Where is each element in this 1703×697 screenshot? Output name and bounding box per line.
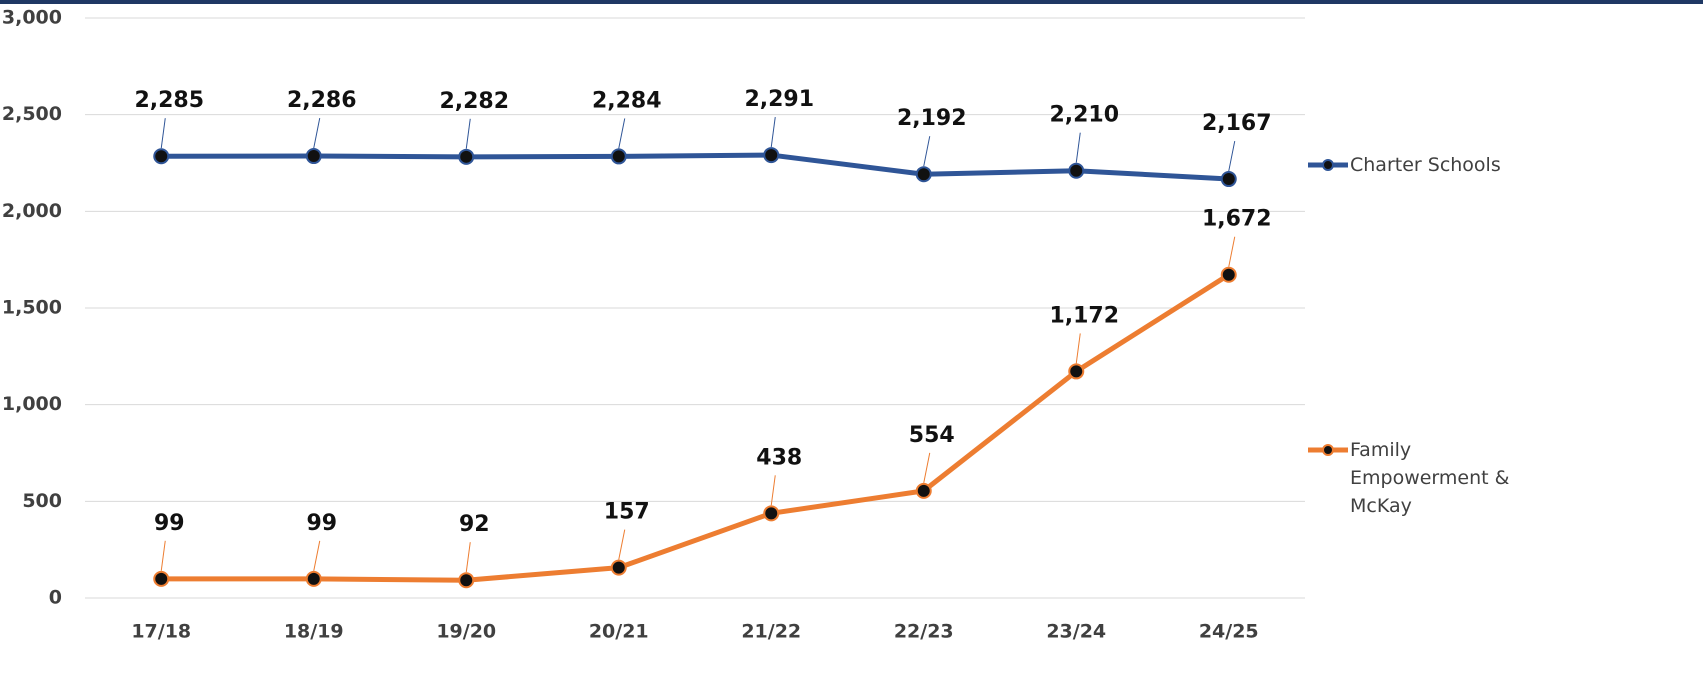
marker (1069, 164, 1083, 178)
data-label: 2,210 (1049, 103, 1119, 128)
chart: 0 500 1,000 1,500 2,000 2,500 3,000 17/18 18/19 1… (0, 0, 1703, 697)
legend-label: Charter Schools (1350, 151, 1550, 179)
legend-marker (1323, 160, 1333, 170)
marker (1222, 268, 1236, 282)
label-leader (924, 453, 930, 483)
label-leader (1229, 141, 1235, 171)
x-tick-label: 23/24 (1046, 621, 1106, 643)
marker (612, 561, 626, 575)
y-tick-label: 500 (22, 490, 62, 512)
page: 0 500 1,000 1,500 2,000 2,500 3,000 17/18 18/19 1… (0, 0, 1703, 697)
marker (1069, 364, 1083, 378)
data-label: 2,285 (134, 88, 204, 113)
data-label: 92 (459, 512, 490, 537)
label-leader (619, 530, 625, 560)
data-label: 554 (909, 423, 955, 448)
label-leader (314, 118, 320, 148)
x-tick-label: 19/20 (436, 621, 496, 643)
data-label: 2,286 (287, 88, 357, 113)
data-label: 99 (306, 511, 337, 536)
marker (917, 484, 931, 498)
label-leader (924, 136, 930, 166)
label-leader (161, 118, 165, 148)
label-leader (466, 119, 470, 149)
y-tick-label: 1,500 (2, 297, 62, 319)
y-tick-label: 3,000 (2, 7, 62, 29)
x-tick-label: 20/21 (589, 621, 649, 643)
label-leader (161, 541, 165, 571)
label-leader (771, 475, 775, 505)
x-tick-label: 22/23 (894, 621, 954, 643)
marker (764, 148, 778, 162)
data-label: 1,172 (1049, 303, 1119, 328)
x-tick-label: 21/22 (741, 621, 801, 643)
label-leader (314, 541, 320, 571)
y-tick-label: 2,500 (2, 103, 62, 125)
legend-label: Family Empowerment & McKay (1350, 436, 1550, 520)
marker (459, 573, 473, 587)
data-label: 438 (756, 445, 802, 470)
data-label: 2,284 (592, 88, 662, 113)
y-tick-label: 0 (49, 587, 62, 609)
x-tick-label: 24/25 (1199, 621, 1259, 643)
label-leader (466, 542, 470, 572)
x-tick-label: 17/18 (131, 621, 191, 643)
data-label: 2,291 (744, 87, 814, 112)
data-label: 2,282 (439, 89, 509, 114)
data-label: 1,672 (1202, 207, 1272, 232)
marker (917, 167, 931, 181)
marker (154, 572, 168, 586)
data-label: 99 (154, 511, 185, 536)
marker (612, 149, 626, 163)
data-label: 2,192 (897, 106, 967, 131)
x-tick-label: 18/19 (284, 621, 344, 643)
marker (307, 149, 321, 163)
marker (1222, 172, 1236, 186)
label-leader (1229, 237, 1235, 267)
marker (154, 149, 168, 163)
data-label: 157 (604, 500, 650, 525)
series-line (161, 155, 1229, 179)
legend-marker (1323, 445, 1333, 455)
y-tick-label: 2,000 (2, 200, 62, 222)
top-border (0, 0, 1703, 4)
label-leader (771, 117, 775, 147)
y-tick-label: 1,000 (2, 393, 62, 415)
marker (764, 506, 778, 520)
marker (307, 572, 321, 586)
label-leader (1076, 333, 1080, 363)
marker (459, 150, 473, 164)
label-leader (619, 118, 625, 148)
label-leader (1076, 133, 1080, 163)
data-label: 2,167 (1202, 111, 1272, 136)
